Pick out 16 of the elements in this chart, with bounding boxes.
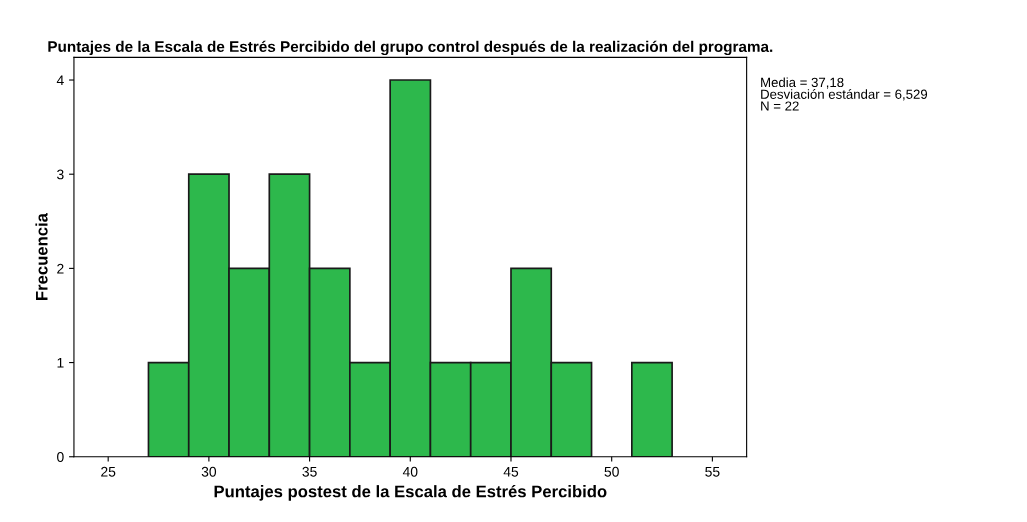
y-tick-label: 2 — [57, 263, 64, 274]
y-axis-title: Frecuencia — [35, 212, 48, 300]
x-tick-label: 45 — [503, 466, 519, 477]
x-tick-label: 25 — [101, 466, 116, 477]
y-tick-label: 0 — [57, 452, 64, 462]
text: Media = 37,18 Desviación estándar = 6,529 N = 22 — [761, 77, 928, 111]
x-axis-title: Puntajes postest de la Escala de Estrés Percibido — [214, 484, 607, 501]
x-tick-label: 50 — [604, 466, 619, 477]
x-tick-label: 55 — [705, 466, 720, 477]
x-tick-label: 30 — [201, 466, 217, 477]
y-tick-label: 4 — [56, 75, 64, 86]
y-tick-label: 3 — [57, 169, 64, 180]
chart-title: Puntajes de la Escala de Estrés Percibido del grupo control después de la realización del programa. — [48, 40, 773, 56]
x-tick-label: 40 — [402, 466, 418, 477]
x-tick-label: 35 — [302, 466, 317, 477]
y-tick-label: 1 — [57, 358, 64, 368]
